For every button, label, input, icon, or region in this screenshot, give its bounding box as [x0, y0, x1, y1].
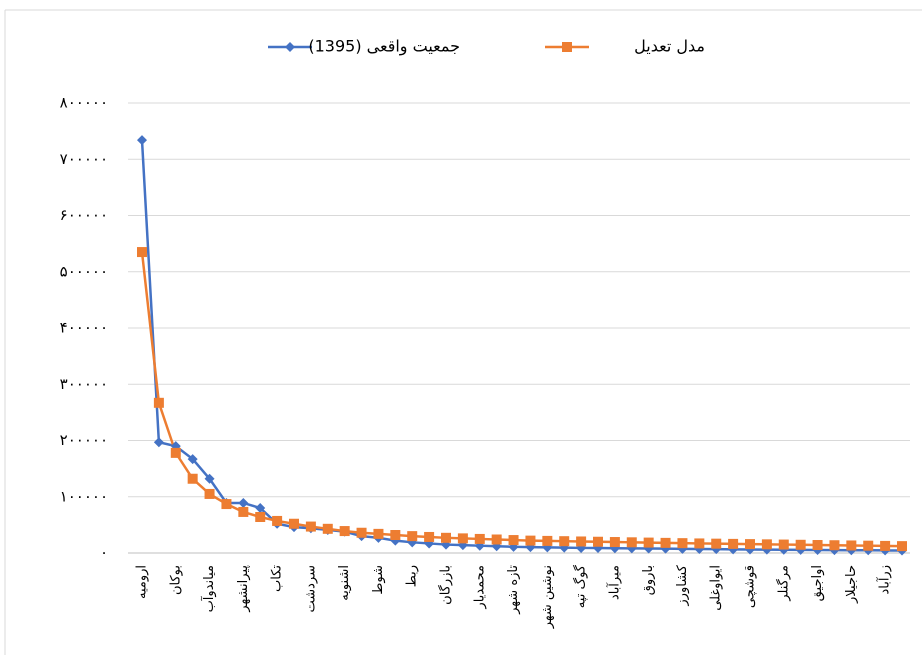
point-marker	[626, 537, 637, 548]
point-marker	[322, 523, 333, 534]
point-marker	[508, 535, 519, 546]
x-tick-label: مرگنلر	[775, 565, 791, 602]
point-marker	[339, 526, 350, 537]
point-marker	[356, 527, 367, 538]
legend-marker	[285, 42, 295, 52]
x-tick-label: پیرانشهر	[236, 565, 251, 613]
point-marker	[795, 539, 806, 550]
x-tick-label: بوکان	[168, 565, 183, 595]
x-tick-label: اشنویه	[337, 565, 352, 601]
point-marker	[694, 538, 705, 549]
legend-marker	[562, 42, 572, 52]
point-marker	[593, 536, 603, 547]
point-marker	[457, 533, 468, 544]
x-tick-label: بازرگان	[438, 565, 454, 605]
x-tick-label: ارومیه	[135, 565, 150, 599]
x-tick-label: شوط	[371, 565, 386, 595]
point-marker	[238, 497, 249, 508]
x-tick-label: حاجیلار	[844, 565, 859, 604]
series-line	[140, 251, 903, 548]
point-marker	[660, 537, 671, 548]
y-tick-label: ۷۰۰۰۰۰	[60, 150, 108, 168]
point-marker	[711, 538, 722, 549]
point-marker	[153, 397, 164, 408]
x-tick-label: نوشین شهر	[540, 565, 555, 629]
point-marker	[390, 530, 401, 540]
point-marker	[187, 473, 198, 484]
point-marker	[187, 454, 198, 465]
x-tick-label: گوگ تپه	[572, 564, 589, 608]
point-marker	[643, 537, 654, 548]
point-marker	[542, 535, 553, 546]
point-marker	[373, 528, 384, 539]
point-marker	[441, 532, 451, 543]
point-marker	[728, 538, 739, 549]
point-marker	[778, 539, 789, 550]
series-line	[140, 140, 903, 552]
point-marker	[272, 515, 283, 526]
x-tick-label: سردشت	[303, 565, 318, 613]
x-tick-label: محمدیار	[472, 565, 487, 610]
point-marker	[424, 531, 435, 542]
point-marker	[255, 512, 266, 522]
point-marker	[137, 135, 147, 146]
y-tick-label: ۳۰۰۰۰۰	[60, 375, 108, 393]
point-marker	[897, 541, 907, 552]
x-tick-label: تازه شهر	[506, 565, 521, 615]
x-tick-label: باروق	[641, 565, 656, 595]
x-tick-label: کشاورز	[675, 564, 690, 606]
x-tick-label: میرآباد	[605, 565, 622, 600]
point-marker	[238, 506, 249, 517]
point-marker	[609, 537, 620, 548]
point-marker	[170, 447, 181, 458]
point-marker	[829, 540, 840, 551]
point-marker	[153, 437, 164, 448]
point-marker	[812, 540, 823, 551]
point-marker	[137, 247, 147, 258]
y-tick-label: ۶۰۰۰۰۰	[60, 206, 108, 224]
legend-label: جمعیت واقعی (1395)	[308, 37, 460, 57]
x-tick-label: ربط	[405, 565, 420, 587]
point-marker	[221, 499, 232, 510]
point-marker	[863, 540, 874, 551]
x-tick-label: تکاب	[270, 565, 285, 592]
point-marker	[761, 539, 772, 550]
point-marker	[491, 534, 502, 545]
x-tick-label: قوشچی	[743, 565, 758, 608]
x-tick-label: اواجیق	[810, 565, 825, 601]
y-tick-label: ۴۰۰۰۰۰	[60, 319, 108, 337]
y-tick-label: ۵۰۰۰۰۰	[60, 262, 108, 280]
y-tick-label: ۲۰۰۰۰۰	[60, 431, 108, 449]
y-tick-label: ۰	[100, 544, 108, 562]
point-marker	[677, 538, 688, 549]
y-tick-label: ۱۰۰۰۰۰	[60, 487, 108, 505]
x-tick-label: میاندوآب	[200, 565, 217, 612]
legend-label: مدل تعدیل	[634, 37, 705, 56]
point-marker	[846, 540, 857, 551]
point-marker	[559, 536, 570, 547]
point-marker	[474, 533, 485, 544]
y-tick-label: ۸۰۰۰۰۰	[60, 94, 108, 112]
point-marker	[525, 535, 536, 546]
point-marker	[289, 518, 299, 529]
point-marker	[576, 536, 587, 547]
point-marker	[204, 473, 215, 484]
point-marker	[880, 540, 891, 551]
point-marker	[255, 503, 266, 513]
point-marker	[204, 488, 215, 499]
point-marker	[305, 521, 316, 532]
x-tick-label: ایواوغلی	[709, 565, 724, 611]
point-marker	[745, 539, 755, 550]
point-marker	[407, 531, 418, 542]
x-tick-label: زرآباد	[876, 565, 893, 595]
